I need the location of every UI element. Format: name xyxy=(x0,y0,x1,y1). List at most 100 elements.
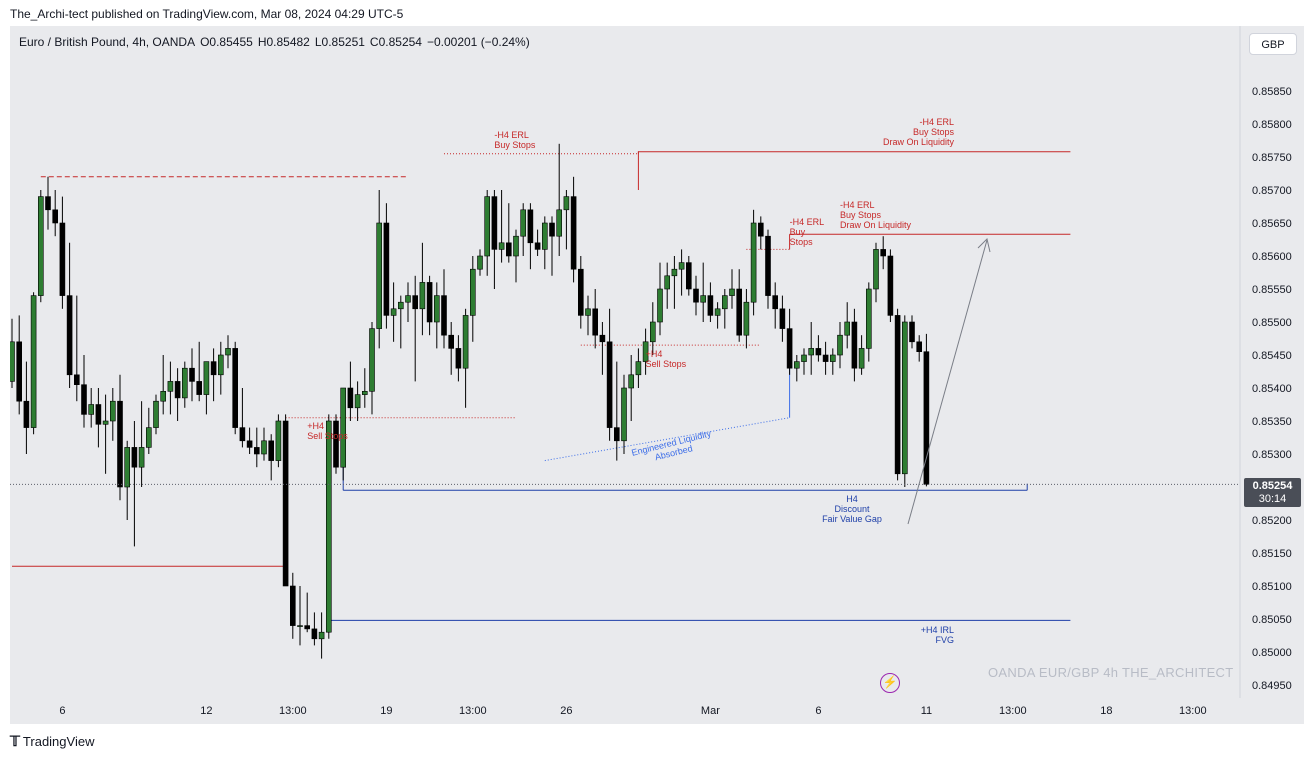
candle-body xyxy=(318,631,325,640)
candle-body xyxy=(232,348,238,428)
candle-body xyxy=(642,341,649,362)
candle-body xyxy=(563,196,570,211)
annotation-line: Discount xyxy=(834,504,870,514)
candlestick-chart[interactable]: 0.85850 0.85800 0.85750 0.85700 0.85650 0.856… xyxy=(10,26,1304,724)
chart-watermark: OANDA EUR/GBP 4h THE_ARCHITECT xyxy=(988,665,1234,680)
low-value: L0.85251 xyxy=(314,35,365,49)
candle-body xyxy=(815,348,822,356)
candle-body xyxy=(865,288,872,349)
candle-body xyxy=(880,249,887,257)
candle-body xyxy=(383,222,390,316)
candle-body xyxy=(707,295,714,316)
tradingview-logo-icon[interactable]: 𝕋 xyxy=(10,733,20,749)
annotation-line: +H4 xyxy=(646,349,663,359)
y-tick-label: 0.85050 xyxy=(1252,614,1292,626)
candle-body xyxy=(160,390,166,402)
candle-body xyxy=(88,404,94,415)
candle-body xyxy=(577,268,584,316)
candle-body xyxy=(23,400,30,428)
candle-body xyxy=(239,427,246,442)
candle-body xyxy=(52,209,59,224)
last-price-tag: 0.85254 30:14 xyxy=(1244,478,1301,507)
candle-body xyxy=(714,308,721,316)
annotation-line: +H4 xyxy=(307,421,324,431)
candle-body xyxy=(354,394,361,409)
y-tick-label: 0.85350 xyxy=(1252,416,1292,428)
y-tick-label: 0.85100 xyxy=(1252,581,1292,593)
candle-body xyxy=(599,334,606,343)
candle-body xyxy=(505,242,512,257)
candle-body xyxy=(736,288,743,336)
candle-body xyxy=(210,361,217,376)
candle-body xyxy=(700,295,707,303)
change-value: −0.00201 (−0.24%) xyxy=(426,35,530,49)
candle-body xyxy=(254,447,260,455)
x-tick-label: 6 xyxy=(59,705,65,717)
candle-body xyxy=(174,381,181,399)
candle-body xyxy=(66,295,73,376)
open-value: O0.85455 xyxy=(200,35,253,49)
candle-body xyxy=(779,308,786,329)
candle-body xyxy=(844,321,851,336)
candle-body xyxy=(311,628,318,640)
candle-body xyxy=(448,334,455,349)
candle-body xyxy=(621,387,627,442)
candle-body xyxy=(304,625,311,630)
candle-body xyxy=(685,262,692,290)
candle-body xyxy=(678,262,685,270)
candle-body xyxy=(124,447,130,488)
chart-pane[interactable] xyxy=(10,26,1304,724)
lightning-icon[interactable]: ⚡ xyxy=(880,673,900,693)
candle-body xyxy=(426,282,433,323)
annotation-line: Buy Stops xyxy=(913,127,955,137)
annotation-line: Draw On Liquidity xyxy=(883,137,955,147)
ohlc-legend: Euro / British Pound, 4h, OANDA O0.85455 H… xyxy=(19,35,535,49)
y-tick-label: 0.85300 xyxy=(1252,449,1292,461)
candle-body xyxy=(347,387,354,409)
y-tick-label: 0.85400 xyxy=(1252,383,1292,395)
candle-body xyxy=(657,288,663,323)
candle-body xyxy=(808,348,815,356)
annotation-line: Stops xyxy=(790,237,814,247)
symbol-name[interactable]: Euro / British Pound, 4h, OANDA xyxy=(19,35,196,49)
candle-body xyxy=(729,288,735,296)
y-tick-label: 0.84950 xyxy=(1252,680,1292,692)
candle-body xyxy=(455,348,462,369)
candle-body xyxy=(441,295,447,336)
x-tick-label: Mar xyxy=(701,705,720,717)
annotation-line: -H4 ERL xyxy=(840,200,875,210)
candle-body xyxy=(390,308,397,316)
candle-body xyxy=(131,447,138,468)
candle-body xyxy=(167,381,174,392)
candle-body xyxy=(397,301,404,310)
candle-body xyxy=(153,400,159,428)
candle-body xyxy=(527,209,534,244)
candle-body xyxy=(110,400,116,422)
candle-body xyxy=(146,427,152,448)
candle-body xyxy=(772,295,779,310)
candle-body xyxy=(635,361,642,376)
footer-brand[interactable]: TradingView xyxy=(22,734,95,749)
candle-body xyxy=(117,400,123,488)
currency-button[interactable]: GBP xyxy=(1249,33,1297,55)
candle-body xyxy=(376,222,383,329)
y-tick-label: 0.85800 xyxy=(1252,119,1292,131)
annotation-line: Buy Stops xyxy=(840,210,882,220)
candle-body xyxy=(81,384,87,415)
candle-body xyxy=(275,420,282,461)
candle-body xyxy=(59,222,66,296)
candle-body xyxy=(765,235,771,296)
candle-body xyxy=(412,295,419,310)
annotation-line: Draw On Liquidity xyxy=(840,220,912,230)
y-tick-label: 0.85550 xyxy=(1252,284,1292,296)
candle-body xyxy=(282,420,289,587)
x-tick-label: 26 xyxy=(560,705,572,717)
annotation-line: +H4 IRL xyxy=(921,625,954,635)
annotation-line: -H4 ERL xyxy=(919,117,954,127)
x-tick-label: 19 xyxy=(380,705,392,717)
candle-body xyxy=(585,308,591,316)
candle-body xyxy=(225,348,231,356)
candle-body xyxy=(786,328,793,369)
candle-body xyxy=(750,222,757,303)
